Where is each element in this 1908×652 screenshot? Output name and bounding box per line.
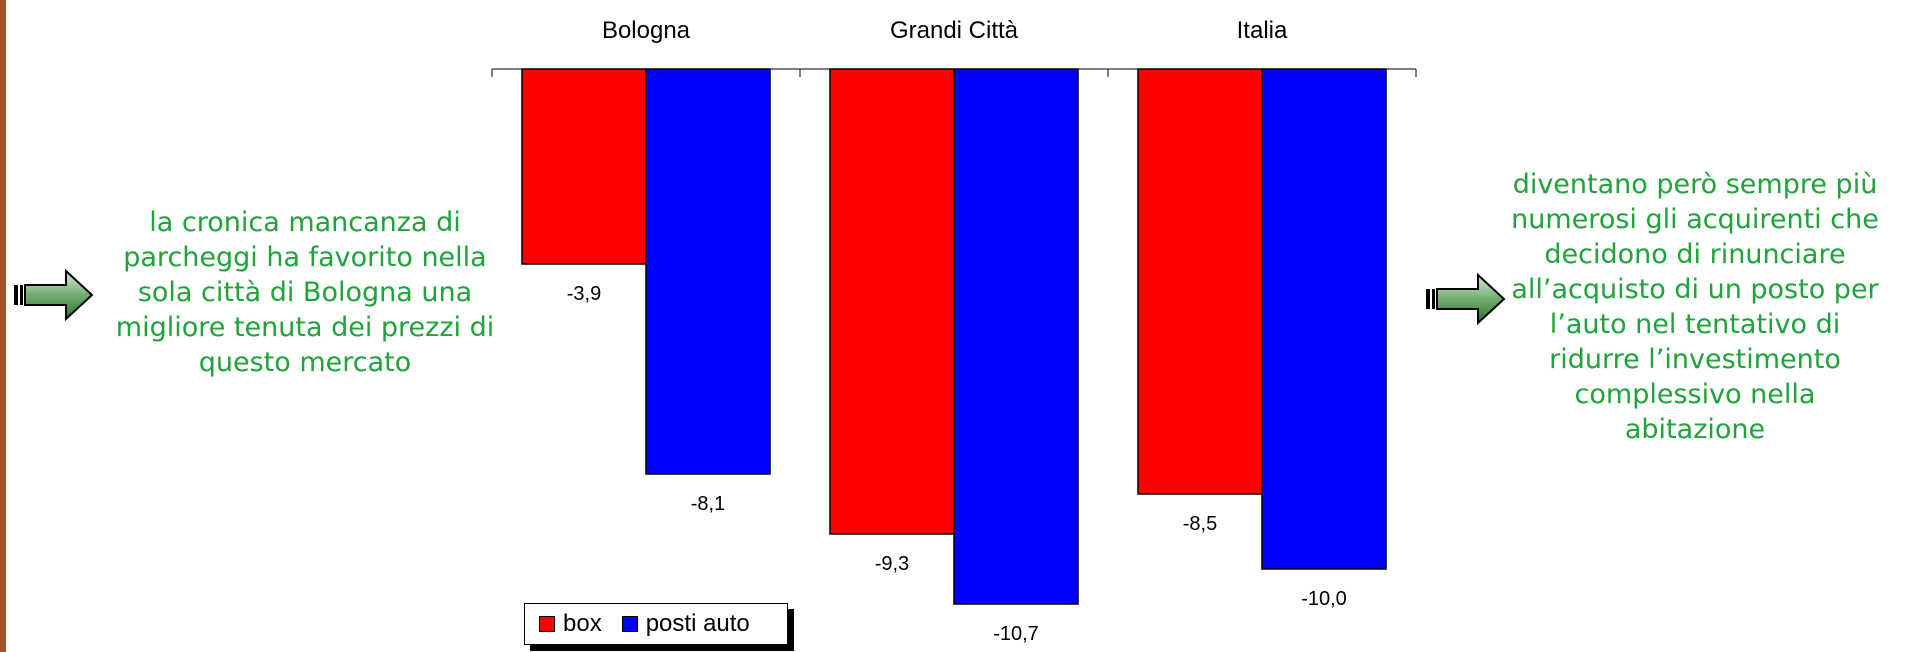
bar-box (1137, 68, 1263, 495)
bar-posti-auto (645, 68, 771, 475)
data-label: -3,9 (567, 283, 601, 305)
legend-swatch-posti-auto (621, 616, 638, 632)
legend-item-box: box (539, 610, 602, 638)
left-border (0, 0, 6, 652)
bar-box (829, 68, 955, 535)
chart-legend: box posti auto (524, 603, 788, 645)
legend-label-posti-auto: posti auto (645, 610, 750, 637)
category-label: Bologna (602, 17, 691, 44)
data-label: -10,0 (1301, 588, 1347, 610)
legend-swatch-box (539, 616, 555, 632)
arrow-right-icon (14, 268, 94, 322)
data-label: -9,3 (875, 553, 909, 575)
note-left: la cronica mancanza di parcheggi ha favo… (115, 207, 495, 378)
arrow-right-icon (1426, 272, 1506, 326)
data-label: -8,5 (1183, 513, 1217, 535)
data-label: -8,1 (691, 493, 725, 515)
bar-posti-auto (953, 68, 1079, 605)
bar-box (521, 68, 647, 265)
note-right: diventano però sempre più numerosi gli a… (1511, 169, 1879, 445)
legend-item-posti-auto: posti auto (621, 610, 750, 638)
data-label: -10,7 (993, 623, 1039, 645)
category-label: Grandi Città (890, 17, 1019, 44)
bar-posti-auto (1261, 68, 1387, 570)
category-label: Italia (1237, 17, 1288, 44)
legend-label-box: box (563, 610, 602, 637)
